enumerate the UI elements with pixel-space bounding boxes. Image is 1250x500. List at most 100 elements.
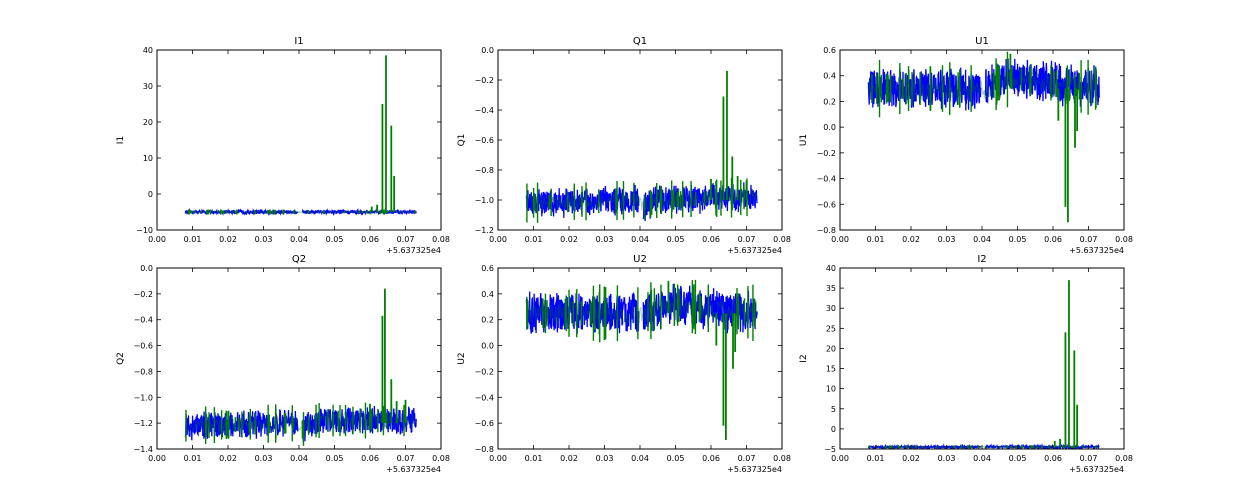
subplot-title: Q1 [633,36,647,47]
y-tick-label: 0.0 [481,342,494,351]
x-tick-label: 0.04 [290,235,308,244]
x-offset-text: +5.637325e4 [386,465,441,474]
y-tick-label: 0 [148,190,153,199]
x-tick-label: 0.08 [1115,235,1133,244]
x-tick-label: 0.06 [1044,454,1062,463]
y-tick-label: 40 [826,264,836,273]
y-tick-label: 35 [826,284,836,293]
x-tick-label: 0.07 [738,454,756,463]
x-tick-label: 0.00 [489,235,507,244]
y-tick-label: 40 [143,46,153,55]
y-tick-label: 25 [826,324,836,333]
x-offset-text: +5.637325e4 [1069,465,1124,474]
x-offset-text: +5.637325e4 [727,246,782,255]
x-tick-label: 0.02 [560,235,578,244]
y-tick-label: 30 [143,82,153,91]
x-offset-text: +5.637325e4 [727,465,782,474]
x-tick-label: 0.02 [902,235,920,244]
x-tick-label: 0.03 [938,235,956,244]
x-tick-label: 0.06 [702,454,720,463]
subplot-u1: 0.00 0.01 0.02 0.03 0.04 0.05 0.06 0.07 0.08 −0.8… [799,36,1133,255]
subplot-q2: 0.00 0.01 0.02 0.03 0.04 0.05 0.06 0.07 0.08 −1.4… [116,254,450,474]
x-tick-label: 0.01 [867,235,885,244]
y-tick-label: 30 [826,304,836,313]
y-axis-label: Q1 [457,134,467,147]
x-tick-label: 0.01 [184,235,202,244]
x-tick-label: 0.08 [432,235,450,244]
subplot-grid: 0.00 0.01 0.02 0.03 0.04 0.05 0.06 0.07 0.08−100… [116,36,1133,474]
x-offset-text: +5.637325e4 [1069,246,1124,255]
axes-frame [839,267,1125,450]
y-tick-label: −0.6 [134,342,153,351]
x-tick-label: 0.07 [1080,454,1098,463]
y-tick-label: 0 [831,425,836,434]
x-offset-text: +5.637325e4 [386,246,441,255]
x-tick-label: 0.00 [831,235,849,244]
y-tick-label: −0.8 [817,226,836,235]
x-tick-label: 0.06 [702,235,720,244]
y-tick-label: −0.4 [817,175,836,184]
y-tick-label: 10 [826,385,836,394]
subplot-i2: 0.00 0.01 0.02 0.03 0.04 0.05 0.06 0.07 0.08 −5 0 5… [799,254,1133,474]
y-tick-label: −1.0 [134,393,153,402]
subplot-title: I2 [977,254,986,265]
y-tick-label: −0.4 [475,393,494,402]
x-tick-label: 0.05 [667,454,685,463]
y-tick-label: 0.2 [481,316,494,325]
plot-area [184,288,417,446]
y-tick-label: −5 [824,445,836,454]
x-tick-label: 0.04 [290,454,308,463]
y-tick-label: −0.2 [475,76,494,85]
y-tick-label: −0.2 [817,149,836,158]
x-tick-label: 0.00 [489,454,507,463]
x-tick-label: 0.07 [738,235,756,244]
subplot-title: I1 [294,36,303,47]
x-tick-label: 0.08 [432,454,450,463]
subplot-q1: 0.00 0.01 0.02 0.03 0.04 0.05 0.06 0.07 0.08 −1.2… [457,36,791,255]
y-axis-label: Q2 [116,352,126,365]
y-axis-label: U2 [457,352,467,364]
y-tick-label: 0.2 [823,97,836,106]
subplot-title: U2 [633,254,647,265]
y-tick-label: −0.6 [817,200,836,209]
x-tick-label: 0.05 [1009,454,1027,463]
plot-area [184,55,417,217]
x-tick-label: 0.03 [255,454,273,463]
x-tick-label: 0.08 [773,454,791,463]
y-axis-label: I1 [116,136,126,144]
y-tick-label: 20 [143,118,153,127]
x-tick-label: 0.00 [148,454,166,463]
x-tick-label: 0.06 [1044,235,1062,244]
y-tick-label: 10 [143,154,153,163]
x-tick-label: 0.08 [773,235,791,244]
y-tick-label: 0.4 [823,72,836,81]
x-tick-label: 0.02 [219,454,237,463]
y-tick-label: −0.6 [475,136,494,145]
y-tick-label: 15 [826,365,836,374]
x-tick-label: 0.02 [902,454,920,463]
x-tick-label: 0.04 [631,235,649,244]
x-tick-label: 0.00 [831,454,849,463]
x-tick-label: 0.08 [1115,454,1133,463]
x-tick-label: 0.03 [596,235,614,244]
subplot-i1: 0.00 0.01 0.02 0.03 0.04 0.05 0.06 0.07 0.08 −10 0… [116,36,450,255]
y-axis-label: U1 [799,134,809,146]
y-tick-label: 5 [831,405,836,414]
x-tick-label: 0.02 [219,235,237,244]
y-tick-label: −1.0 [475,196,494,205]
subplot-title: Q2 [292,254,306,265]
y-tick-label: 0.6 [481,264,494,273]
y-tick-label: 20 [826,344,836,353]
x-tick-label: 0.07 [397,235,415,244]
x-tick-label: 0.05 [667,235,685,244]
y-tick-label: −1.2 [134,419,153,428]
x-tick-label: 0.01 [525,454,543,463]
y-tick-label: −1.2 [475,226,494,235]
x-tick-label: 0.06 [361,454,379,463]
subplot-u2: 0.00 0.01 0.02 0.03 0.04 0.05 0.06 0.07 0.08 −0.8… [457,254,791,474]
series-spikes-trace [525,189,758,213]
x-tick-label: 0.06 [361,235,379,244]
x-tick-label: 0.07 [397,454,415,463]
x-tick-label: 0.04 [973,454,991,463]
